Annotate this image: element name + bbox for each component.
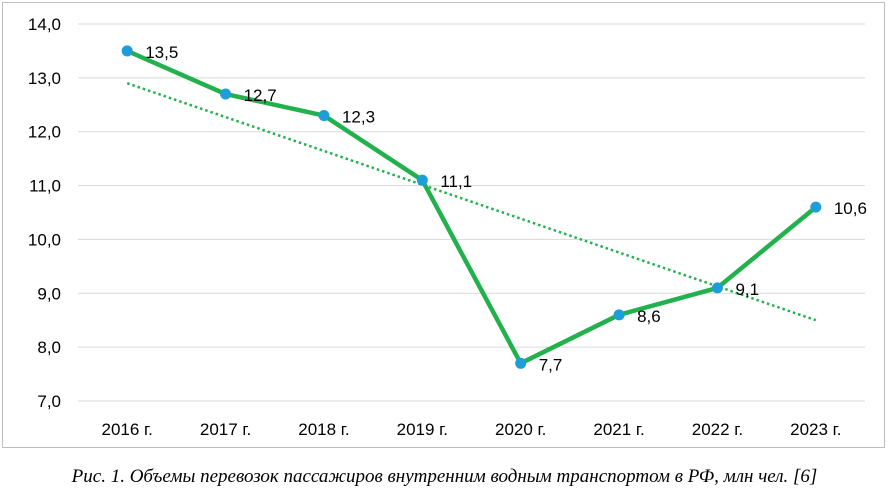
x-tick-label: 2021 г. xyxy=(593,420,644,439)
data-labels: 13,5 12,7 12,3 11,1 7,7 8,6 9,1 10,6 xyxy=(145,43,867,374)
data-point xyxy=(515,357,527,369)
y-tick-label: 13,0 xyxy=(28,69,61,88)
trendline xyxy=(126,82,817,322)
x-axis-ticks: 2016 г. 2017 г. 2018 г. 2019 г. 2020 г. 2021 … xyxy=(101,420,841,439)
chart-frame: 7,0 8,0 9,0 10,0 11,0 12,0 13,0 14,0 2016 г. 201… xyxy=(2,2,885,448)
x-tick-label: 2020 г. xyxy=(495,420,546,439)
data-label: 9,1 xyxy=(735,280,759,299)
data-point xyxy=(121,45,133,57)
x-tick-label: 2017 г. xyxy=(200,420,251,439)
series-layer xyxy=(124,48,819,366)
grid-lines xyxy=(78,23,865,402)
data-point xyxy=(613,309,625,321)
y-axis-ticks: 7,0 8,0 9,0 10,0 11,0 12,0 13,0 14,0 xyxy=(28,15,61,411)
data-label: 13,5 xyxy=(145,43,178,62)
data-point xyxy=(711,282,723,294)
data-label: 10,6 xyxy=(834,199,867,218)
line-chart: 7,08,09,010,011,012,013,014,0 2016 г. 201… xyxy=(28,15,867,439)
data-label: 12,7 xyxy=(244,86,277,105)
y-tick-label: 11,0 xyxy=(29,177,61,196)
trendline-layer xyxy=(126,82,817,322)
x-tick-label: 2016 г. xyxy=(101,420,152,439)
y-tick-label: 12,0 xyxy=(28,123,61,142)
series-line xyxy=(124,48,819,366)
y-tick-label: 9,0 xyxy=(37,284,61,303)
data-point xyxy=(416,174,428,186)
figure-caption: Рис. 1. Объемы перевозок пассажиров внут… xyxy=(71,466,818,487)
data-point xyxy=(220,88,232,100)
x-tick-label: 2019 г. xyxy=(397,420,448,439)
x-tick-label: 2018 г. xyxy=(298,420,349,439)
data-point xyxy=(810,201,822,213)
y-tick-label: 14,0 xyxy=(28,15,61,34)
marker-layer xyxy=(121,45,822,369)
x-tick-label: 2022 г. xyxy=(692,420,743,439)
data-label: 12,3 xyxy=(342,108,375,127)
data-label: 11,1 xyxy=(440,172,472,191)
y-tick-label: 8,0 xyxy=(37,338,61,357)
y-tick-label: 7,0 xyxy=(37,392,61,411)
y-tick-label: 10,0 xyxy=(28,230,61,249)
data-label: 8,6 xyxy=(637,307,661,326)
data-label: 7,7 xyxy=(539,355,563,374)
x-tick-label: 2023 г. xyxy=(790,420,841,439)
data-point xyxy=(318,110,330,122)
